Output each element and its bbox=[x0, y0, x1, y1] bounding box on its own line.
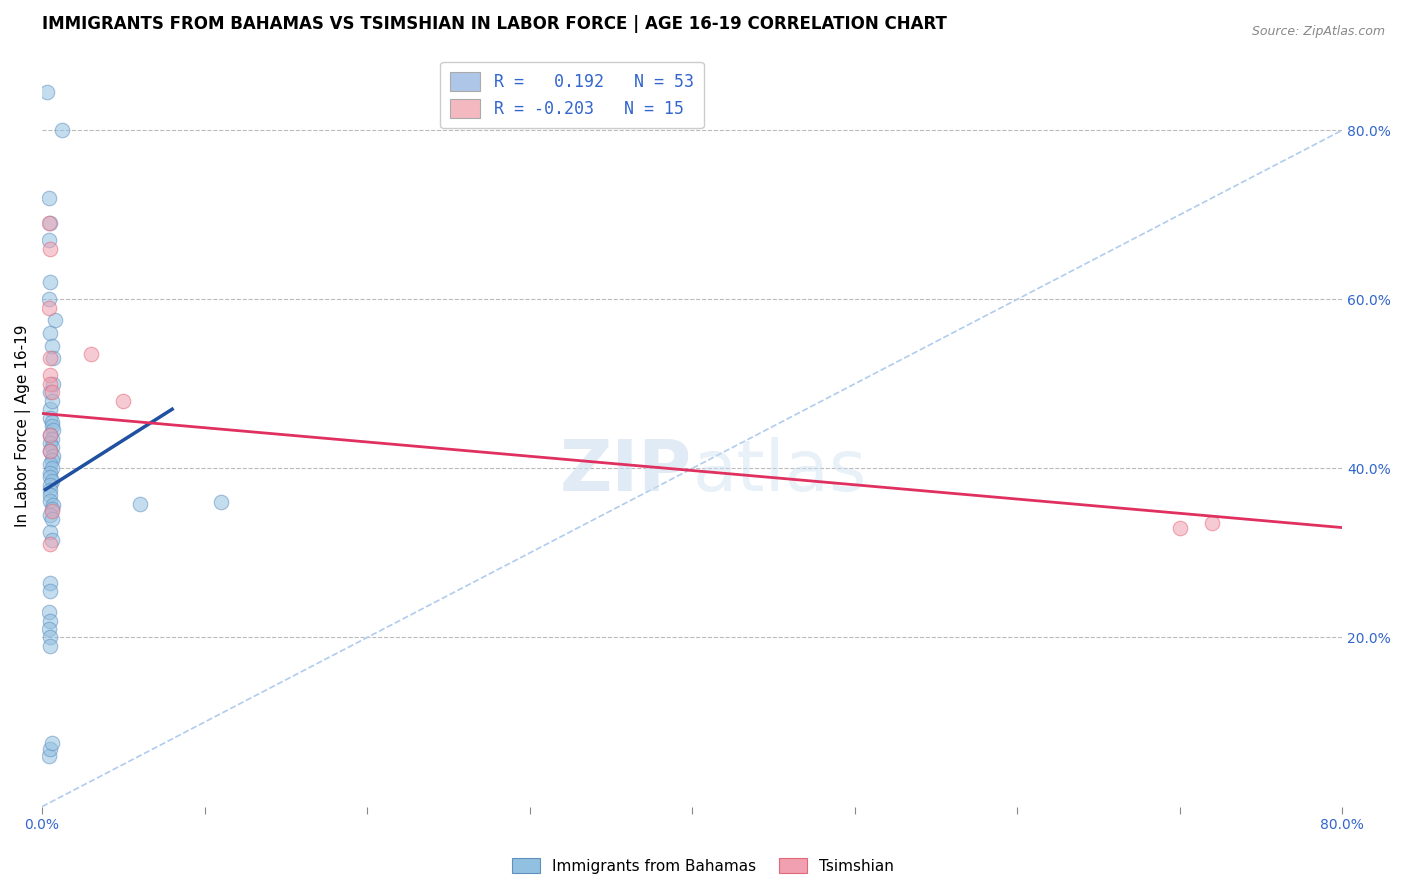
Point bbox=[41, 502, 63, 516]
Point bbox=[38, 293, 60, 307]
Point bbox=[39, 444, 62, 458]
Point bbox=[42, 449, 65, 463]
Point bbox=[41, 385, 63, 400]
Y-axis label: In Labor Force | Age 16-19: In Labor Force | Age 16-19 bbox=[15, 325, 31, 527]
Point bbox=[39, 742, 62, 756]
Point bbox=[42, 376, 65, 391]
Point bbox=[39, 466, 62, 480]
Point bbox=[112, 393, 135, 408]
Point bbox=[39, 242, 62, 256]
Point bbox=[41, 440, 63, 454]
Point bbox=[39, 508, 62, 522]
Point bbox=[39, 216, 62, 230]
Point bbox=[39, 639, 62, 653]
Point bbox=[39, 524, 62, 539]
Point bbox=[39, 470, 62, 484]
Point bbox=[41, 393, 63, 408]
Point bbox=[39, 436, 62, 450]
Point bbox=[41, 533, 63, 548]
Point bbox=[41, 415, 63, 429]
Point bbox=[39, 631, 62, 645]
Point bbox=[38, 233, 60, 247]
Point bbox=[42, 423, 65, 437]
Point bbox=[39, 584, 62, 599]
Point bbox=[41, 432, 63, 446]
Point bbox=[128, 497, 150, 511]
Point bbox=[42, 351, 65, 366]
Point bbox=[39, 410, 62, 425]
Point bbox=[39, 483, 62, 497]
Point bbox=[39, 478, 62, 492]
Point bbox=[39, 376, 62, 391]
Text: IMMIGRANTS FROM BAHAMAS VS TSIMSHIAN IN LABOR FORCE | AGE 16-19 CORRELATION CHAR: IMMIGRANTS FROM BAHAMAS VS TSIMSHIAN IN … bbox=[42, 15, 948, 33]
Point bbox=[41, 504, 63, 518]
Point bbox=[39, 351, 62, 366]
Point bbox=[1201, 516, 1223, 531]
Point bbox=[38, 748, 60, 763]
Point bbox=[39, 276, 62, 290]
Point bbox=[39, 614, 62, 628]
Point bbox=[39, 427, 62, 442]
Point bbox=[41, 512, 63, 526]
Point bbox=[42, 498, 65, 512]
Point bbox=[39, 537, 62, 551]
Point bbox=[51, 123, 73, 137]
Point bbox=[41, 736, 63, 750]
Point bbox=[39, 457, 62, 471]
Point bbox=[39, 368, 62, 383]
Point bbox=[39, 493, 62, 508]
Point bbox=[38, 605, 60, 619]
Point bbox=[80, 347, 103, 361]
Point bbox=[41, 461, 63, 475]
Point bbox=[209, 495, 232, 509]
Text: Source: ZipAtlas.com: Source: ZipAtlas.com bbox=[1251, 25, 1385, 38]
Point bbox=[39, 326, 62, 340]
Point bbox=[35, 85, 58, 99]
Text: atlas: atlas bbox=[692, 437, 866, 507]
Point bbox=[41, 474, 63, 488]
Legend: Immigrants from Bahamas, Tsimshian: Immigrants from Bahamas, Tsimshian bbox=[506, 852, 900, 880]
Legend: R =   0.192   N = 53, R = -0.203   N = 15: R = 0.192 N = 53, R = -0.203 N = 15 bbox=[440, 62, 704, 128]
Point bbox=[39, 385, 62, 400]
Point bbox=[41, 339, 63, 353]
Point bbox=[39, 575, 62, 590]
Point bbox=[38, 622, 60, 636]
Point bbox=[41, 419, 63, 434]
Point bbox=[39, 488, 62, 502]
Point bbox=[39, 444, 62, 458]
Point bbox=[38, 216, 60, 230]
Point bbox=[44, 313, 66, 327]
Point bbox=[39, 402, 62, 417]
Point bbox=[41, 453, 63, 467]
Point bbox=[38, 301, 60, 315]
Text: ZIP: ZIP bbox=[560, 437, 692, 507]
Point bbox=[38, 191, 60, 205]
Point bbox=[1168, 520, 1191, 534]
Point bbox=[39, 427, 62, 442]
